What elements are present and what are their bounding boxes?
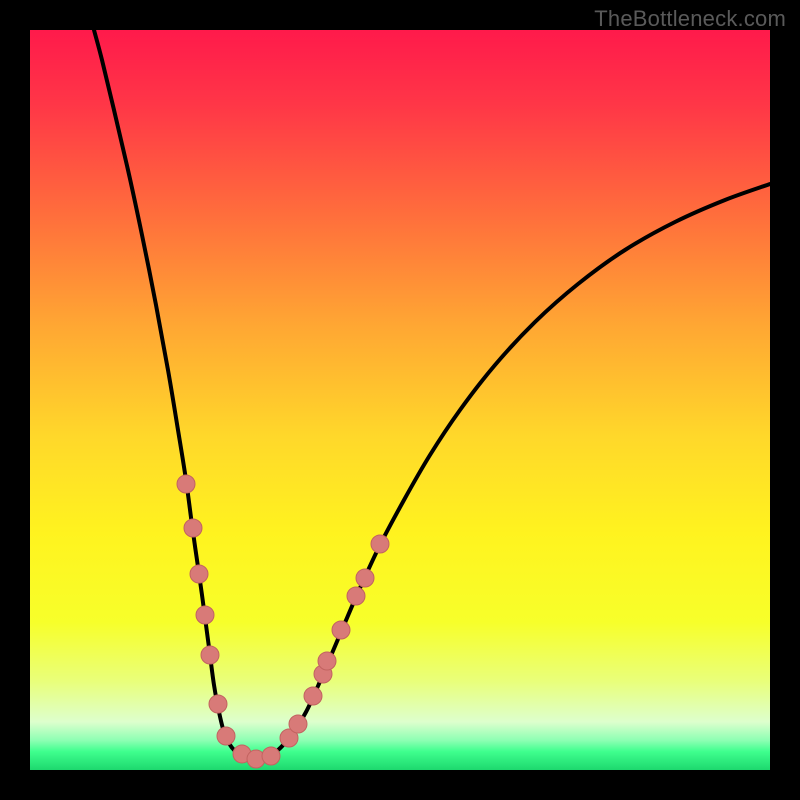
data-point (289, 715, 307, 733)
data-point (356, 569, 374, 587)
data-point (190, 565, 208, 583)
data-point (332, 621, 350, 639)
data-point (209, 695, 227, 713)
data-point (184, 519, 202, 537)
data-point (262, 747, 280, 765)
data-point (177, 475, 195, 493)
watermark-text: TheBottleneck.com (594, 6, 786, 32)
data-point (217, 727, 235, 745)
data-point (201, 646, 219, 664)
plot-area (30, 30, 770, 770)
data-point (347, 587, 365, 605)
data-point (371, 535, 389, 553)
chart-frame: TheBottleneck.com (0, 0, 800, 800)
gradient-background (30, 30, 770, 770)
data-point (196, 606, 214, 624)
data-point (318, 652, 336, 670)
plot-svg (30, 30, 770, 770)
data-point (304, 687, 322, 705)
